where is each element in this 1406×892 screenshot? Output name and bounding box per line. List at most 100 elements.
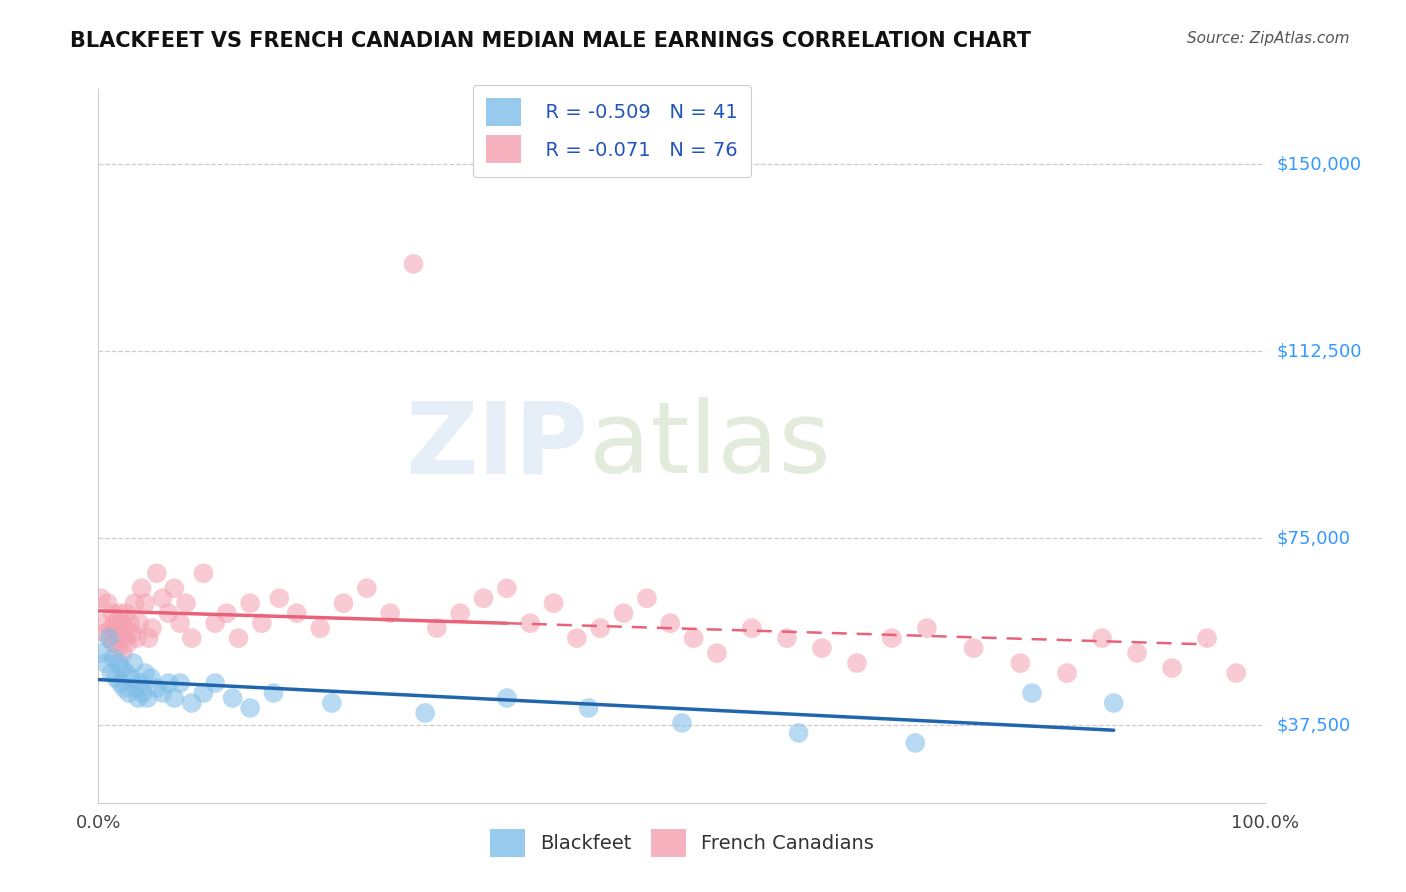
Point [152,591,174,606]
Point [180,696,202,710]
Point [118,616,141,631]
Point [1126,646,1149,660]
Point [94,626,117,640]
Point [100,621,122,635]
Point [163,691,186,706]
Point [915,621,938,635]
Point [107,656,129,670]
Point [1091,631,1114,645]
Point [215,606,238,620]
Point [103,651,125,665]
Point [204,676,226,690]
Point [138,631,160,645]
Point [122,656,145,670]
Point [578,701,600,715]
Point [120,671,142,685]
Point [262,686,284,700]
Point [193,686,215,700]
Point [1056,666,1078,681]
Point [671,715,693,730]
Point [129,676,152,690]
Point [146,681,169,695]
Point [139,671,162,685]
Point [174,596,197,610]
Text: Source: ZipAtlas.com: Source: ZipAtlas.com [1187,31,1350,46]
Point [108,606,131,620]
Point [1225,666,1247,681]
Point [157,676,180,690]
Point [118,686,141,700]
Point [1010,656,1032,670]
Point [163,581,186,595]
Point [402,257,425,271]
Point [94,656,117,670]
Point [146,566,169,581]
Text: atlas: atlas [589,398,830,494]
Point [105,621,128,635]
Point [103,636,125,650]
Point [107,641,129,656]
Point [228,631,250,645]
Point [90,646,112,660]
Point [787,726,810,740]
Point [110,676,132,690]
Point [426,621,449,635]
Point [100,666,122,681]
Point [613,606,636,620]
Point [152,686,174,700]
Point [904,736,927,750]
Point [204,616,226,631]
Text: $75,000: $75,000 [1277,529,1351,548]
Point [134,596,156,610]
Point [101,606,124,620]
Point [124,596,146,610]
Point [706,646,728,660]
Point [125,631,148,645]
Point [193,566,215,581]
Point [776,631,799,645]
Point [962,641,984,656]
Point [846,656,869,670]
Point [682,631,704,645]
Point [114,631,136,645]
Point [180,631,202,645]
Point [111,616,134,631]
Point [1161,661,1184,675]
Point [125,681,148,695]
Point [543,596,565,610]
Point [239,701,262,715]
Point [589,621,612,635]
Point [127,691,149,706]
Point [250,616,273,631]
Text: $150,000: $150,000 [1277,155,1361,173]
Point [132,686,155,700]
Point [321,696,343,710]
Point [1102,696,1125,710]
Point [157,606,180,620]
Text: $37,500: $37,500 [1277,716,1351,734]
Point [309,621,332,635]
Point [221,691,243,706]
Point [880,631,903,645]
Point [811,641,834,656]
Point [90,591,112,606]
Point [413,706,436,720]
Point [380,606,402,620]
Point [111,661,134,675]
Point [97,596,120,610]
Text: BLACKFEET VS FRENCH CANADIAN MEDIAN MALE EARNINGS CORRELATION CHART: BLACKFEET VS FRENCH CANADIAN MEDIAN MALE… [70,31,1031,51]
Point [496,691,519,706]
Point [472,591,495,606]
Point [636,591,658,606]
Point [121,626,143,640]
Point [98,631,121,645]
Point [111,646,134,660]
Point [269,591,291,606]
Point [112,681,135,695]
Point [741,621,763,635]
Text: ZIP: ZIP [406,398,589,494]
Point [104,616,127,631]
Point [169,616,191,631]
Point [112,621,135,635]
Point [332,596,354,610]
